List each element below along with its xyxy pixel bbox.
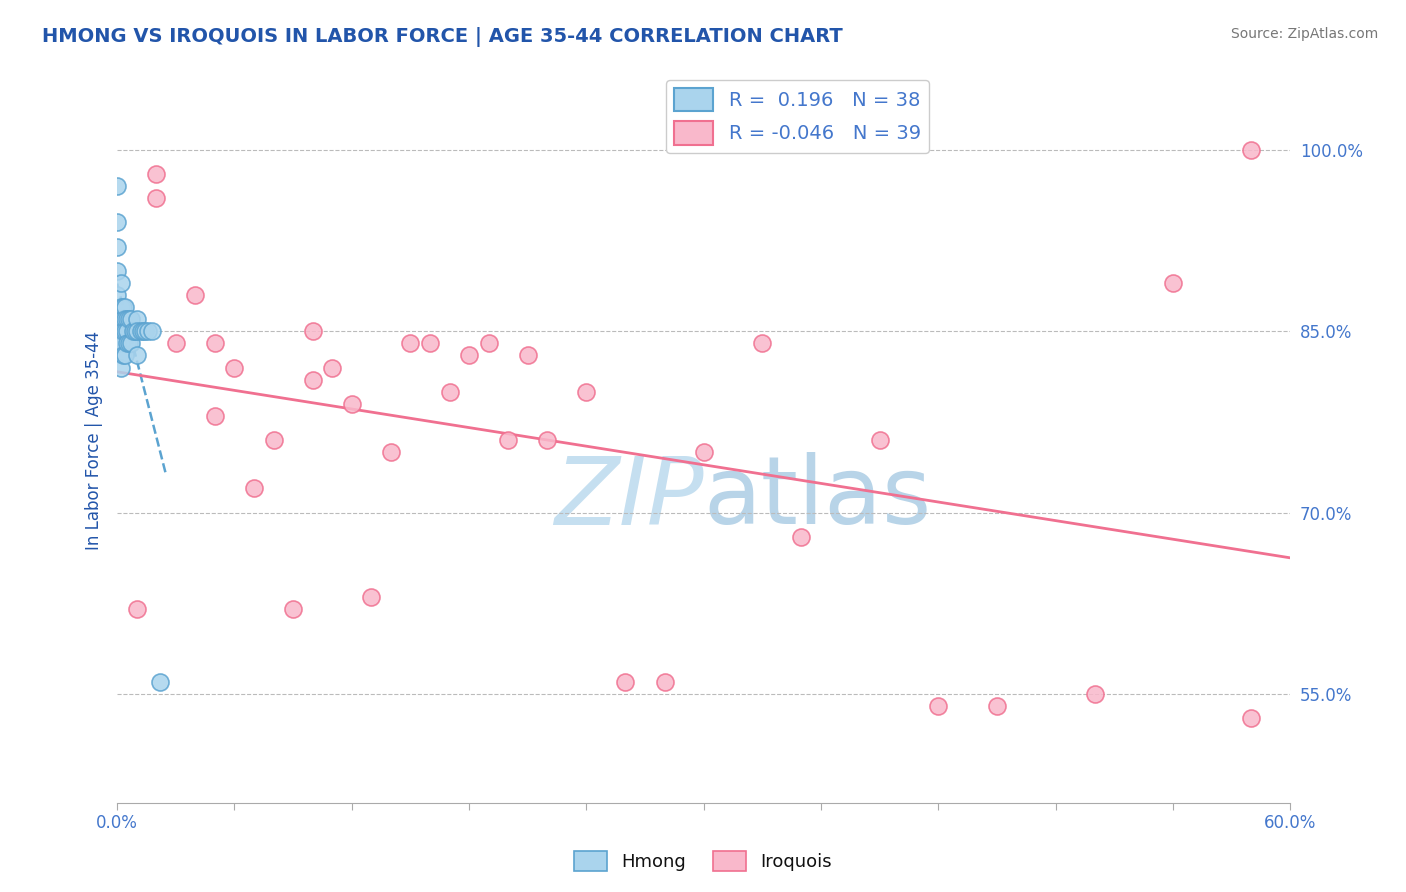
Point xyxy=(927,698,949,713)
Point xyxy=(243,481,266,495)
Point xyxy=(340,397,363,411)
Point xyxy=(458,348,481,362)
Point xyxy=(496,433,519,447)
Point xyxy=(224,360,246,375)
Point xyxy=(115,324,138,338)
Point xyxy=(124,324,146,338)
Point xyxy=(110,336,132,351)
Point xyxy=(145,191,167,205)
Point xyxy=(110,276,132,290)
Point xyxy=(112,300,135,314)
Point xyxy=(321,360,343,375)
Point xyxy=(118,312,141,326)
Point xyxy=(125,602,148,616)
Point xyxy=(118,336,141,351)
Point xyxy=(1161,276,1184,290)
Point xyxy=(751,336,773,351)
Point xyxy=(986,698,1008,713)
Point xyxy=(125,312,148,326)
Point xyxy=(105,264,128,278)
Point xyxy=(301,324,323,338)
Point xyxy=(105,312,128,326)
Point xyxy=(112,324,135,338)
Point xyxy=(120,312,142,326)
Point xyxy=(654,674,676,689)
Point xyxy=(141,324,163,338)
Point xyxy=(114,348,136,362)
Point xyxy=(399,336,422,351)
Point xyxy=(105,336,128,351)
Y-axis label: In Labor Force | Age 35-44: In Labor Force | Age 35-44 xyxy=(86,330,103,549)
Point xyxy=(301,373,323,387)
Point xyxy=(114,324,136,338)
Point xyxy=(263,433,285,447)
Point xyxy=(110,360,132,375)
Point xyxy=(536,433,558,447)
Point xyxy=(131,324,153,338)
Point xyxy=(1084,687,1107,701)
Point xyxy=(105,179,128,194)
Text: HMONG VS IROQUOIS IN LABOR FORCE | AGE 35-44 CORRELATION CHART: HMONG VS IROQUOIS IN LABOR FORCE | AGE 3… xyxy=(42,27,844,46)
Point xyxy=(439,384,461,399)
Legend: R =  0.196   N = 38, R = -0.046   N = 39: R = 0.196 N = 38, R = -0.046 N = 39 xyxy=(666,80,928,153)
Point xyxy=(110,324,132,338)
Text: Source: ZipAtlas.com: Source: ZipAtlas.com xyxy=(1230,27,1378,41)
Point xyxy=(419,336,441,351)
Point xyxy=(129,324,152,338)
Point xyxy=(138,324,160,338)
Point xyxy=(115,336,138,351)
Point xyxy=(121,324,143,338)
Point xyxy=(478,336,501,351)
Point xyxy=(112,312,135,326)
Point xyxy=(790,530,813,544)
Point xyxy=(115,312,138,326)
Point xyxy=(869,433,891,447)
Point xyxy=(114,300,136,314)
Point xyxy=(692,445,714,459)
Point xyxy=(112,348,135,362)
Point xyxy=(165,336,187,351)
Point xyxy=(110,300,132,314)
Point xyxy=(360,590,382,604)
Point xyxy=(281,602,304,616)
Point xyxy=(120,336,142,351)
Legend: Hmong, Iroquois: Hmong, Iroquois xyxy=(567,844,839,879)
Point xyxy=(105,336,128,351)
Point xyxy=(516,348,538,362)
Point xyxy=(105,240,128,254)
Text: ZIP: ZIP xyxy=(554,452,703,543)
Point xyxy=(125,324,148,338)
Point xyxy=(184,288,207,302)
Point xyxy=(134,324,156,338)
Point xyxy=(204,336,226,351)
Point xyxy=(114,312,136,326)
Point xyxy=(145,167,167,181)
Point xyxy=(1240,711,1263,725)
Point xyxy=(575,384,598,399)
Point xyxy=(380,445,402,459)
Point xyxy=(204,409,226,423)
Point xyxy=(125,348,148,362)
Point xyxy=(614,674,637,689)
Text: atlas: atlas xyxy=(703,452,932,544)
Point xyxy=(105,215,128,229)
Point xyxy=(149,674,172,689)
Point xyxy=(105,288,128,302)
Point xyxy=(1240,143,1263,157)
